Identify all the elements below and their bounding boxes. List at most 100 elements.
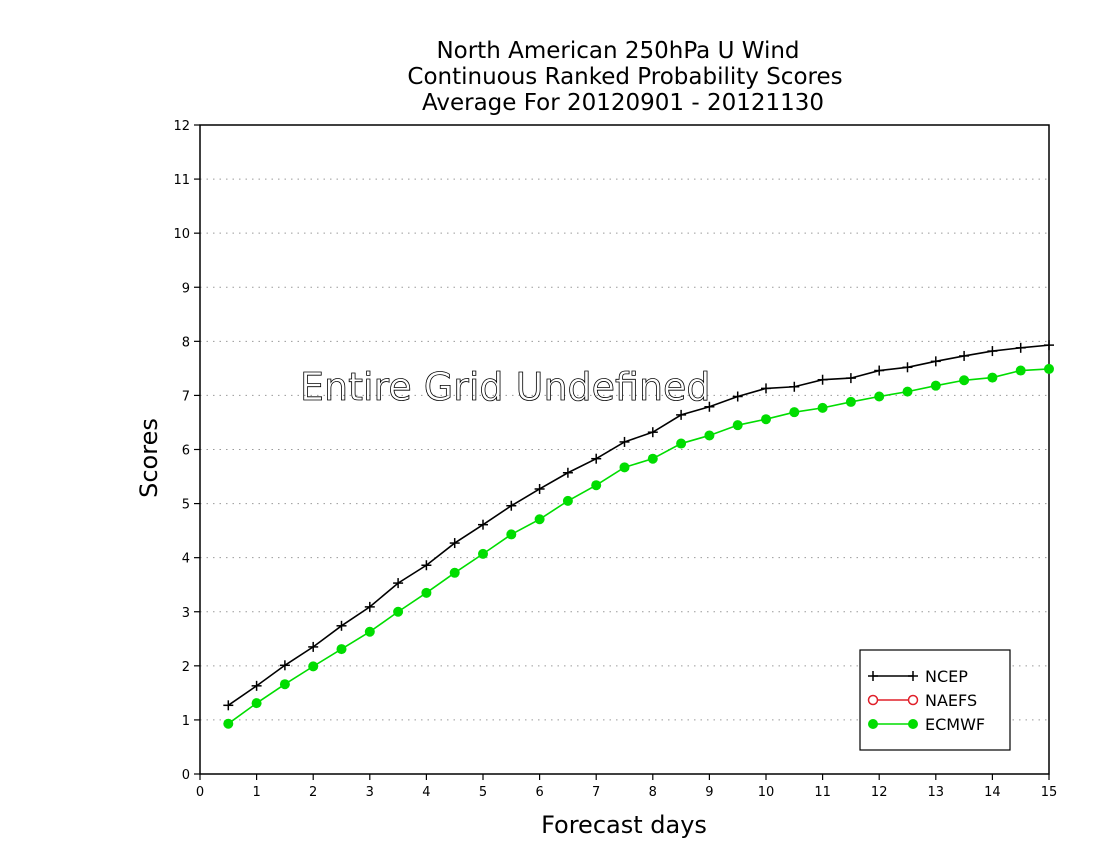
series-line-ncep [227, 344, 1050, 706]
legend-item-naefs: NAEFS [867, 691, 977, 710]
x-tick-label: 12 [871, 785, 888, 800]
y-tick-label: 5 [182, 498, 190, 513]
legend-marker [868, 719, 878, 729]
point-ncep [930, 356, 941, 367]
point-ecmwf [1015, 365, 1026, 376]
x-tick-label: 6 [535, 785, 543, 800]
x-tick-label: 0 [196, 785, 204, 800]
point-ncep [393, 578, 404, 589]
y-tick-label: 1 [182, 714, 190, 729]
point-ecmwf [647, 453, 658, 464]
point-ncep [421, 560, 432, 571]
point-ecmwf [478, 548, 488, 559]
point-ecmwf [704, 430, 715, 441]
point-ncep [902, 362, 913, 373]
x-tick-label: 9 [705, 785, 713, 800]
point-ecmwf [817, 402, 828, 413]
point-ncep [704, 401, 715, 412]
point-ecmwf [534, 514, 545, 525]
x-tick-label: 13 [928, 785, 945, 800]
y-tick-label: 0 [182, 768, 190, 783]
legend-marker [867, 694, 879, 706]
point-ncep [761, 383, 771, 394]
point-ncep [478, 519, 488, 530]
legend-label-ecmwf: ECMWF [925, 715, 985, 734]
x-tick-label: 2 [309, 785, 317, 800]
point-ncep [1015, 342, 1026, 353]
point-ncep [619, 436, 630, 447]
point-ecmwf [676, 438, 687, 449]
point-ecmwf [619, 462, 630, 473]
x-axis-label: Forecast days [541, 811, 707, 839]
x-tick-label: 3 [366, 785, 374, 800]
x-tick-label: 7 [592, 785, 600, 800]
point-ecmwf [251, 698, 262, 709]
legend-items: NCEP NAEFS ECMWF [867, 667, 985, 734]
y-tick-label: 10 [173, 227, 190, 242]
point-ncep [279, 660, 290, 671]
legend-item-ecmwf: ECMWF [868, 715, 985, 734]
x-tick-label: 8 [649, 785, 657, 800]
point-ecmwf [449, 567, 460, 578]
point-ecmwf [987, 372, 998, 383]
point-ecmwf [930, 380, 941, 391]
point-ncep [987, 346, 998, 357]
y-tick-label: 12 [173, 119, 190, 134]
x-tick-label: 1 [252, 785, 260, 800]
point-ncep [845, 373, 856, 384]
y-tick-label: 2 [182, 660, 190, 675]
legend-marker [908, 671, 918, 681]
chart-title-line-1: North American 250hPa U Wind [436, 38, 799, 64]
series-layer [223, 340, 1054, 729]
point-ncep [251, 680, 262, 691]
legend-marker [907, 694, 919, 706]
point-ecmwf [364, 626, 375, 637]
point-ncep [817, 374, 828, 385]
legend-marker [908, 719, 918, 729]
point-ecmwf [562, 495, 573, 506]
point-ecmwf [308, 661, 319, 672]
point-ecmwf [591, 480, 602, 491]
point-ecmwf [902, 386, 913, 397]
grid-lines [200, 178, 1049, 721]
chart-title-line-3: Average For 20120901 - 20121130 [422, 90, 824, 116]
y-tick-label: 11 [173, 173, 190, 188]
point-ncep [562, 467, 573, 478]
series-ncep [223, 340, 1054, 711]
point-ecmwf [336, 644, 347, 655]
point-ncep [591, 453, 602, 464]
point-ecmwf [761, 414, 771, 425]
point-ecmwf [959, 375, 970, 386]
legend-label-naefs: NAEFS [925, 691, 977, 710]
point-ecmwf [845, 396, 856, 407]
y-axis-label: Scores [135, 418, 163, 498]
legend-label-ncep: NCEP [925, 667, 968, 686]
chart-title-line-2: Continuous Ranked Probability Scores [407, 64, 842, 90]
point-ncep [308, 641, 319, 652]
point-ncep [534, 483, 545, 494]
y-tick-label: 6 [182, 444, 190, 459]
point-ncep [676, 409, 687, 420]
point-ecmwf [732, 420, 743, 431]
point-ecmwf [279, 679, 290, 690]
point-ecmwf [223, 718, 234, 729]
point-ncep [959, 350, 970, 361]
series-ecmwf [223, 363, 1054, 729]
point-ecmwf [393, 606, 404, 617]
y-tick-label: 9 [182, 281, 190, 296]
point-ecmwf [506, 529, 517, 540]
point-ncep [789, 381, 800, 392]
point-ncep [647, 427, 658, 438]
point-ecmwf [789, 407, 800, 418]
legend-marker [868, 671, 878, 681]
point-ncep [506, 500, 517, 511]
y-tick-label: 8 [182, 335, 190, 350]
legend-item-ncep: NCEP [868, 667, 968, 686]
point-ecmwf [421, 587, 432, 598]
point-ncep [364, 601, 375, 612]
x-tick-label: 15 [1041, 785, 1058, 800]
point-ncep [874, 365, 885, 376]
point-ncep [449, 538, 460, 549]
